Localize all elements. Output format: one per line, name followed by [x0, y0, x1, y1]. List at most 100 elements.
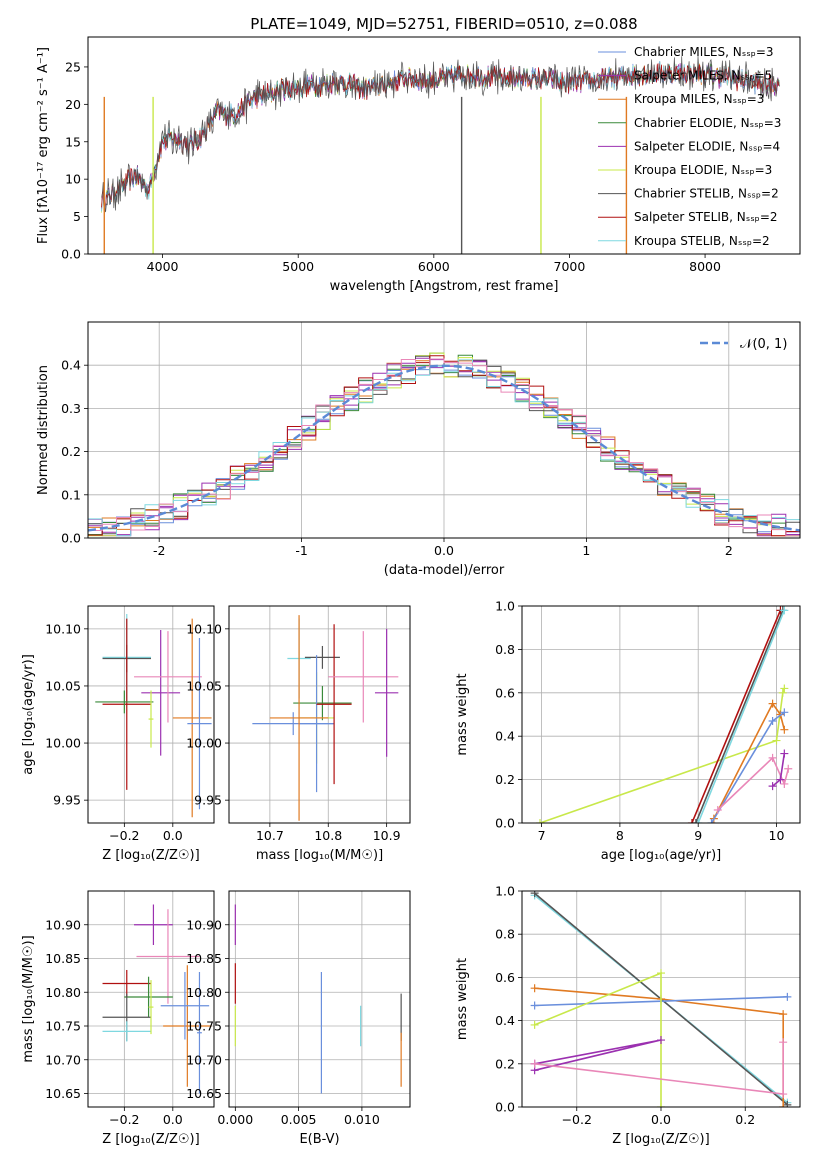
panel-age-vs-Z: −0.2 0.0 9.95 10.00 10.05 10.10 Z [log₁₀(Z/Z☉)… [21, 605, 215, 863]
y-axis-label: mass weight [455, 673, 470, 755]
panel-mass-vs-Z: −0.2 0.0 10.65 10.70 10.75 10.80 10.85 10.90 Z [… [21, 890, 215, 1147]
axes-frame [521, 890, 801, 1108]
y-tick-label: 0.0 [61, 247, 81, 262]
series-marker [783, 1100, 792, 1107]
series-marker [530, 1059, 539, 1068]
panel-spectrum: 4000 5000 6000 7000 8000 0.0 5 10 15 20 25 waveleng… [36, 36, 801, 294]
x-tick-label: 8 [616, 828, 624, 843]
series-marker [768, 753, 777, 762]
plot-area [252, 615, 399, 821]
x-tick-label: −0.2 [109, 828, 139, 843]
series-line-4 [697, 609, 786, 823]
series-marker [780, 779, 789, 788]
spectrum-line-3 [101, 63, 780, 208]
x-axis-label: mass [log₁₀(M/M☉)] [256, 848, 383, 863]
x-tick-label: -1 [295, 543, 307, 558]
panel-age-vs-mass: 10.7 10.8 10.9 9.95 10.00 10.05 10.10 mass [log… [186, 605, 411, 863]
y-tick-label: 0.3 [61, 401, 81, 416]
x-tick-label: 0.0 [651, 1112, 671, 1127]
x-tick-label: 0.0 [163, 828, 183, 843]
series-marker [779, 1103, 788, 1107]
y-tick-label: 10.70 [45, 1052, 81, 1067]
series-marker [768, 717, 777, 726]
y-tick-label: 10.65 [186, 1086, 222, 1101]
legend-label: Kroupa MILES, Nₛₛₚ=3 [634, 92, 764, 106]
series-line-3 [695, 609, 784, 823]
y-tick-label: 0.8 [495, 642, 515, 657]
series-marker [780, 606, 789, 615]
x-tick-label: 0.000 [217, 1112, 253, 1127]
residuals-legend: 𝒩(0, 1) [700, 337, 787, 352]
series-marker [772, 736, 781, 745]
series-marker [691, 819, 700, 823]
y-tick-label: 0.4 [61, 358, 81, 373]
y-tick-label: 0.2 [61, 444, 81, 459]
histogram-9 [88, 359, 800, 537]
series-marker [530, 1001, 539, 1010]
y-tick-label: 10.05 [186, 678, 222, 693]
y-tick-label: 10.65 [45, 1086, 81, 1101]
legend-label: Salpeter ELODIE, Nₛₛₚ=4 [634, 139, 780, 153]
errorbar-8 [316, 624, 352, 785]
x-tick-label: 6000 [418, 259, 450, 274]
series-marker [713, 805, 722, 814]
x-tick-label: 4000 [147, 259, 179, 274]
y-tick-label: 1.0 [495, 884, 515, 899]
series-line-2 [691, 609, 782, 823]
x-tick-label: 10.9 [373, 828, 401, 843]
errorbar-8 [172, 618, 212, 818]
series-marker [779, 1038, 788, 1047]
y-tick-label: 10 [65, 172, 81, 187]
panels: 4000 5000 6000 7000 8000 0.0 5 10 15 20 25 waveleng… [21, 36, 801, 1147]
errorbar-10 [197, 972, 202, 1094]
y-axis-label: age [log₁₀(age/yr)] [21, 654, 36, 775]
legend-label: Kroupa STELIB, Nₛₛₚ=2 [634, 234, 770, 248]
series-marker [530, 984, 539, 993]
series-marker [779, 1090, 788, 1099]
series-marker [778, 688, 787, 697]
axes-frame [87, 321, 801, 539]
y-tick-label: 0.6 [495, 685, 515, 700]
spectrum-legend: Chabrier MILES, Nₛₛₚ=3 Salpeter MILES, Nₛ… [598, 45, 781, 248]
x-axis-label: Z [log₁₀(Z/Z☉)] [612, 1132, 709, 1147]
errorbar-7 [148, 980, 154, 1035]
legend-label: 𝒩(0, 1) [740, 337, 787, 352]
errorbar-3 [102, 969, 151, 997]
x-tick-label: 7000 [554, 259, 586, 274]
y-tick-label: 20 [65, 97, 81, 112]
panel-mass-vs-EBV: 0.000 0.005 0.010 10.65 10.70 10.75 10.80 10.85… [186, 890, 411, 1147]
legend-label: Chabrier STELIB, Nₛₛₚ=2 [634, 187, 779, 201]
series-marker [776, 775, 785, 784]
y-tick-label: 0.4 [495, 729, 515, 744]
x-tick-label: 10.7 [256, 828, 284, 843]
x-tick-label: 2 [725, 543, 733, 558]
legend-label: Salpeter STELIB, Nₛₛₚ=2 [634, 210, 778, 224]
series-marker [779, 1010, 788, 1019]
series-marker [784, 764, 793, 773]
legend-label: Chabrier MILES, Nₛₛₚ=3 [634, 45, 774, 59]
x-tick-label: 7 [538, 828, 546, 843]
x-tick-label: 1 [582, 543, 590, 558]
series-marker [530, 891, 539, 898]
errorbar-4 [141, 629, 181, 756]
series-marker [780, 708, 789, 717]
y-tick-label: 9.95 [194, 793, 222, 808]
y-tick-label: 10.85 [45, 951, 81, 966]
y-tick-label: 10.80 [186, 985, 222, 1000]
panel-massweight-vs-age: 7 8 9 10 0.0 0.2 0.4 0.6 0.8 1.0 age [log₁₀(age/yr… [455, 599, 801, 863]
y-tick-label: 25 [65, 59, 81, 74]
y-tick-label: 9.95 [53, 793, 81, 808]
y-tick-label: 10.90 [186, 917, 222, 932]
plot-area [102, 904, 212, 1094]
errorbar-2 [136, 909, 200, 1004]
panel-residuals: -2 -1 0.0 1 2 0.0 0.1 0.2 0.3 0.4 (data-model)/err… [36, 321, 801, 578]
series-marker [780, 684, 789, 693]
series-marker [780, 725, 789, 734]
y-tick-label: 1.0 [495, 599, 515, 614]
y-axis-label: Normed distribution [36, 365, 51, 495]
legend-label: Chabrier ELODIE, Nₛₛₚ=3 [634, 116, 781, 130]
y-tick-label: 10.75 [45, 1019, 81, 1034]
series-marker [657, 969, 665, 978]
x-tick-label: 9 [694, 828, 702, 843]
y-tick-label: 15 [65, 134, 81, 149]
